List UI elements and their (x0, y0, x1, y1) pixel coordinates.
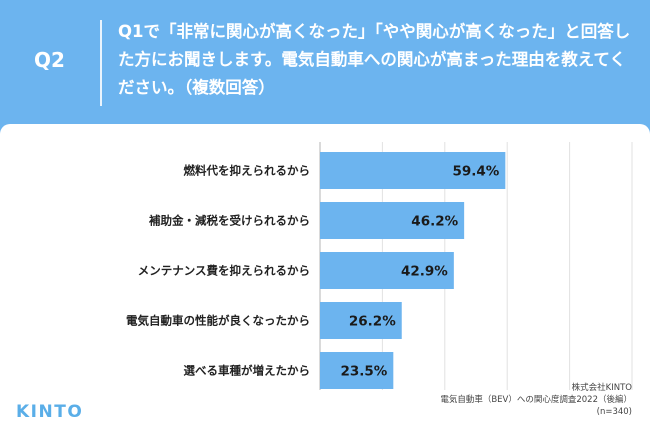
bar-0 (320, 152, 506, 189)
question-number: Q2 (34, 48, 65, 72)
value-label-2: 42.9% (401, 264, 448, 280)
question-text: Q1で「非常に関心が高くなった」「やや関心が高くなった」と回答した方にお聞きしま… (118, 22, 631, 97)
value-label-3: 26.2% (349, 314, 396, 330)
value-label-0: 59.4% (452, 164, 499, 180)
bar-1 (320, 202, 465, 239)
bar-4 (320, 352, 394, 389)
header-divider (100, 20, 102, 106)
chart-panel: 燃料代を抑えられるから 59.4% 補助金・減税を受けられるから 46.2% メンテナン… (0, 124, 650, 434)
header: Q2 Q1で「非常に関心が高くなった」「やや関心が高くなった」と回答した方にお聞… (0, 0, 650, 122)
category-label-1: 補助金・減税を受けられるから (148, 214, 310, 228)
category-label-2: メンテナンス費を抑えられるから (138, 264, 310, 278)
category-label-0: 燃料代を抑えられるから (183, 164, 311, 178)
category-label-3: 電気自動車の性能が良くなったから (126, 314, 310, 328)
value-label-1: 46.2% (411, 214, 458, 230)
kinto-logo: KINTO (16, 402, 84, 422)
category-label-4: 選べる車種が増えたから (184, 364, 311, 378)
bar-chart: 燃料代を抑えられるから 59.4% 補助金・減税を受けられるから 46.2% メンテナン… (126, 142, 633, 390)
source-company: 株式会社KINTO (571, 383, 632, 393)
source-note: 株式会社KINTO 電気自動車（BEV）への関心度調査2022（後編） (n=3… (440, 382, 632, 418)
source-survey: 電気自動車（BEV）への関心度調査2022（後編） (440, 395, 632, 405)
sample-size: (n=340) (596, 407, 632, 417)
bar-3 (320, 302, 402, 339)
value-label-4: 23.5% (340, 364, 387, 380)
bar-2 (320, 252, 454, 289)
